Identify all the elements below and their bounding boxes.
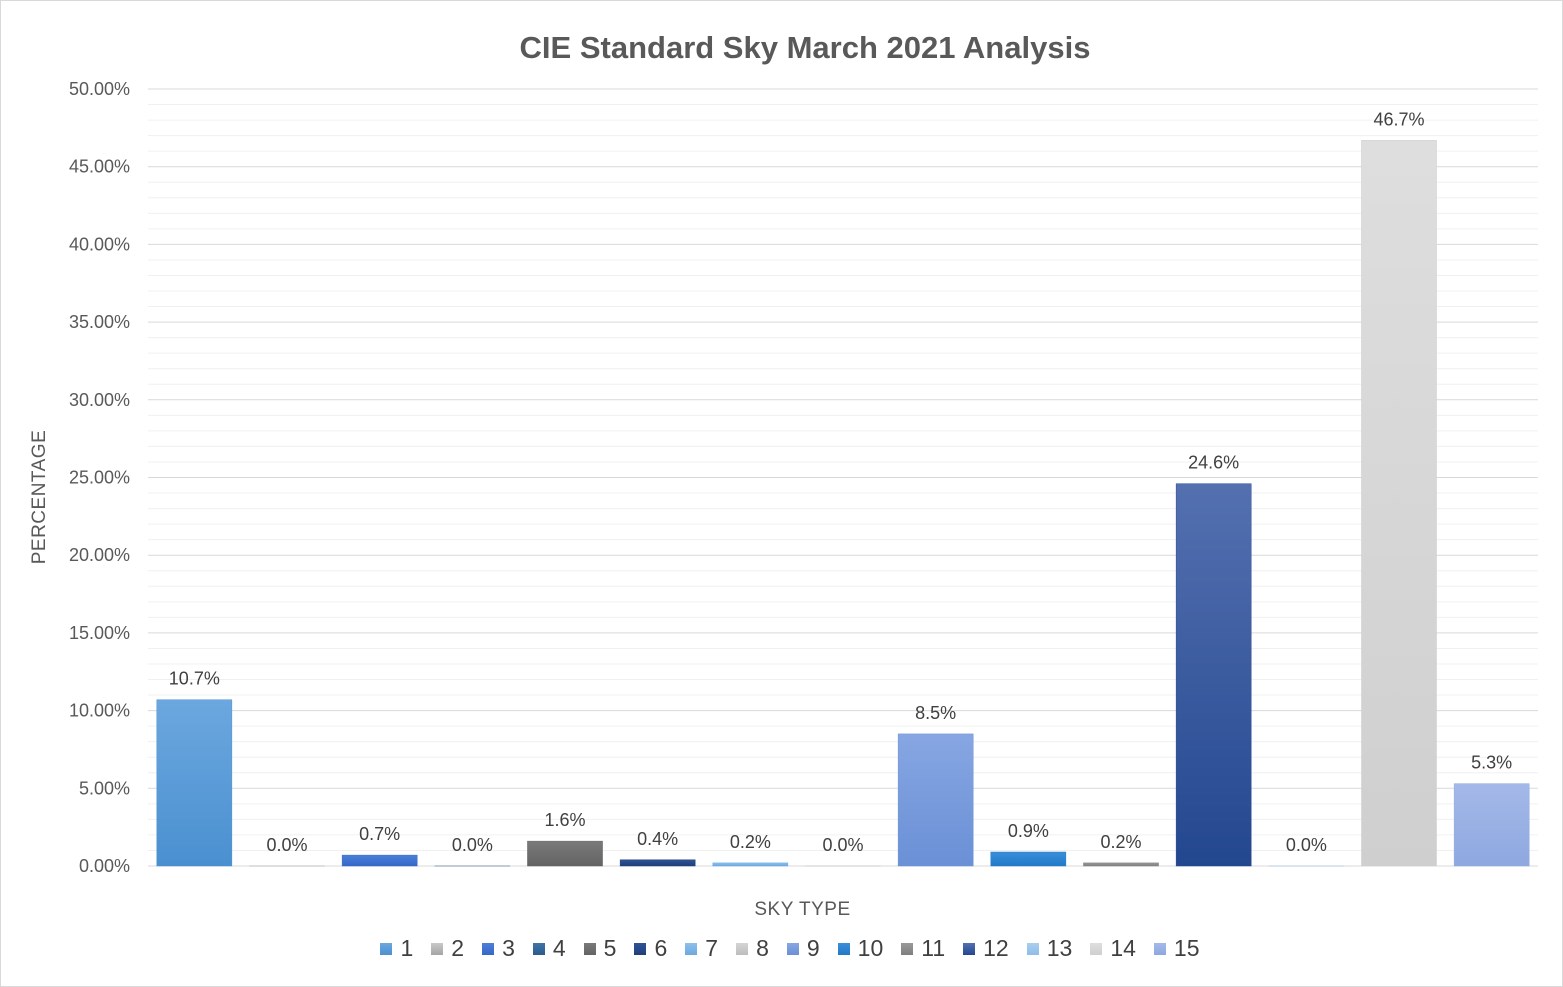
- y-tick-label: 50.00%: [69, 79, 130, 99]
- legend-item-3: 3: [482, 935, 515, 962]
- bars: [156, 140, 1530, 867]
- legend-item-14: 14: [1090, 935, 1136, 962]
- data-label-1: 10.7%: [169, 669, 220, 689]
- data-label-4: 0.0%: [452, 835, 493, 855]
- legend-label: 6: [654, 935, 668, 961]
- legend-label: 14: [1110, 935, 1136, 961]
- y-tick-labels: 0.00% 5.00% 10.00% 15.00% 20.00% 25.00% 30.00%…: [69, 79, 130, 876]
- data-label-9: 8.5%: [915, 703, 956, 723]
- legend-label: 8: [756, 935, 769, 961]
- data-label-15: 5.3%: [1471, 753, 1512, 773]
- legend-item-13: 13: [1026, 935, 1073, 962]
- data-label-8: 0.0%: [822, 835, 863, 855]
- legend-item-8: 8: [736, 935, 769, 962]
- legend-swatch: [380, 942, 393, 955]
- data-label-6: 0.4%: [637, 829, 678, 849]
- legend-swatch: [901, 942, 914, 955]
- legend-item-15: 15: [1153, 935, 1200, 962]
- data-label-10: 0.9%: [1008, 821, 1049, 841]
- bar-9: [897, 733, 974, 867]
- chart-title: CIE Standard Sky March 2021 Analysis: [519, 30, 1091, 65]
- bar-5: [527, 840, 603, 867]
- bar-10: [990, 851, 1067, 867]
- legend-label: 10: [857, 935, 884, 961]
- legend-swatch: [634, 942, 647, 955]
- legend-item-6: 6: [634, 935, 667, 962]
- legend-label: 2: [451, 935, 465, 961]
- bar-14: [1361, 140, 1437, 867]
- y-tick-label: 20.00%: [69, 545, 130, 565]
- bar-3: [341, 854, 418, 867]
- legend-label: 12: [983, 935, 1009, 961]
- data-label-13: 0.0%: [1286, 835, 1327, 855]
- legend-label: 5: [603, 935, 617, 961]
- data-labels: 10.7% 0.0% 0.7% 0.0% 1.6% 0.4% 0.2% 0.0% 8.5% 0.9…: [169, 109, 1512, 855]
- legend-label: 13: [1046, 935, 1073, 961]
- legend-swatch: [583, 942, 596, 955]
- legend-label: 1: [400, 935, 414, 961]
- y-tick-label: 45.00%: [69, 157, 130, 177]
- y-tick-label: 35.00%: [69, 312, 130, 332]
- legend-label: 15: [1173, 935, 1200, 961]
- bar-1: [156, 699, 233, 867]
- y-tick-label: 0.00%: [79, 856, 130, 876]
- bar-7: [712, 862, 789, 867]
- legend-item-12: 12: [963, 935, 1009, 962]
- legend-swatch: [1090, 942, 1103, 955]
- bar-6: [619, 859, 696, 867]
- legend-item-11: 11: [901, 935, 945, 962]
- legend-item-5: 5: [583, 935, 617, 962]
- x-axis-label: SKY TYPE: [754, 899, 851, 920]
- data-label-12: 24.6%: [1188, 453, 1239, 473]
- legend-swatch: [786, 942, 799, 955]
- bar-12: [1175, 483, 1252, 867]
- data-label-7: 0.2%: [730, 832, 771, 852]
- legend-swatch: [685, 942, 698, 955]
- legend-item-1: 1: [380, 935, 413, 962]
- legend: 1 2 3 4 5 6 7 8 9 10 11 12 13 14 15: [0, 935, 1563, 962]
- data-label-3: 0.7%: [359, 824, 400, 844]
- minor-gridlines: [148, 104, 1538, 851]
- legend-item-2: 2: [431, 935, 464, 962]
- legend-item-4: 4: [532, 935, 566, 962]
- y-tick-label: 40.00%: [69, 234, 130, 254]
- legend-swatch: [482, 942, 495, 955]
- legend-swatch: [736, 942, 749, 955]
- bar-11: [1083, 862, 1159, 867]
- legend-swatch: [532, 942, 545, 955]
- legend-label: 3: [502, 935, 515, 961]
- legend-item-9: 9: [786, 935, 820, 962]
- legend-label: 9: [806, 935, 820, 961]
- legend-swatch: [837, 942, 850, 955]
- major-gridlines: [148, 88, 1538, 867]
- bar-15: [1453, 783, 1530, 867]
- legend-swatch: [431, 942, 444, 955]
- y-tick-label: 25.00%: [69, 468, 130, 488]
- data-label-14: 46.7%: [1373, 109, 1424, 129]
- legend-swatch: [1153, 942, 1166, 955]
- legend-swatch: [1026, 942, 1039, 955]
- legend-label: 4: [552, 935, 566, 961]
- y-tick-label: 10.00%: [69, 701, 130, 721]
- legend-swatch: [963, 942, 976, 955]
- legend-item-10: 10: [837, 935, 884, 962]
- y-tick-label: 5.00%: [79, 778, 130, 798]
- legend-label: 7: [705, 935, 719, 961]
- data-label-5: 1.6%: [544, 810, 585, 830]
- legend-label: 11: [921, 935, 946, 961]
- data-label-2: 0.0%: [266, 835, 307, 855]
- data-label-11: 0.2%: [1100, 832, 1141, 852]
- legend-item-7: 7: [685, 935, 718, 962]
- y-tick-label: 30.00%: [69, 390, 130, 410]
- y-tick-label: 15.00%: [69, 623, 130, 643]
